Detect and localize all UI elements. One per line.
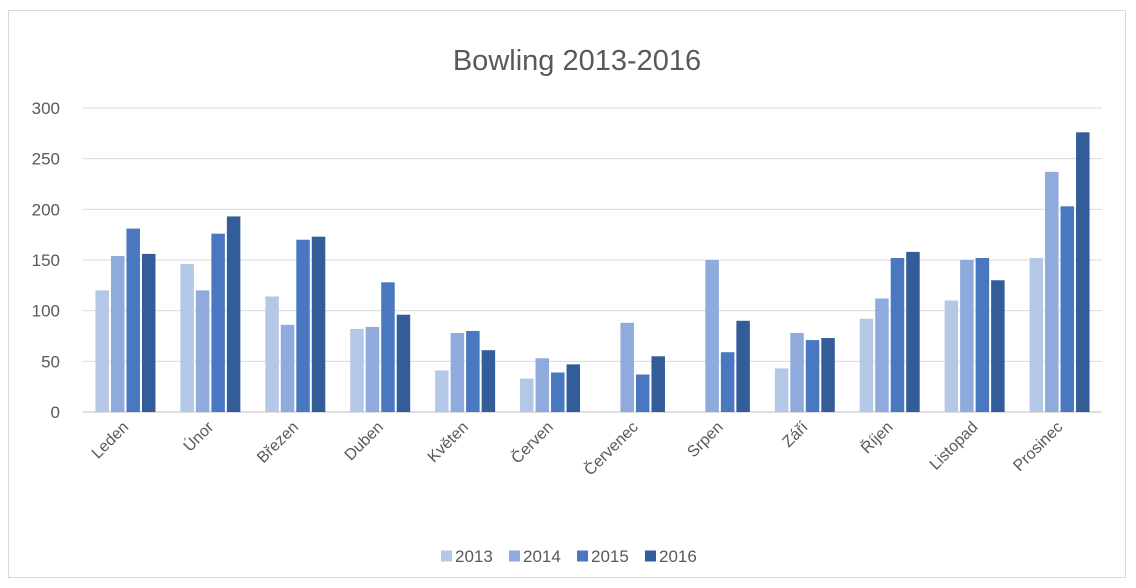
bars	[95, 132, 1090, 412]
y-tick-label: 100	[32, 302, 60, 321]
bar-2013	[859, 318, 874, 412]
bar-2015	[551, 372, 565, 412]
bar-2014	[110, 255, 125, 412]
y-tick-label: 250	[32, 150, 60, 169]
x-tick-label: Červenec	[580, 417, 642, 479]
bar-2014	[450, 332, 465, 412]
bar-2013	[944, 300, 959, 412]
y-axis: 0 50 100 150 200 250 300	[32, 99, 60, 422]
bar-2016	[906, 251, 920, 412]
bar-2013	[265, 296, 279, 412]
gridlines	[83, 107, 1102, 413]
bar-2014	[620, 322, 634, 412]
bar-2013	[774, 368, 789, 412]
legend-label-2013: 2013	[455, 547, 493, 566]
bar-2014	[1045, 171, 1059, 412]
bar-2016	[566, 364, 581, 412]
legend-label-2014: 2014	[523, 547, 561, 566]
bar-2015	[805, 340, 820, 412]
x-tick-label: Duben	[342, 419, 387, 464]
bar-2014	[280, 324, 295, 412]
y-tick-label: 0	[51, 403, 60, 422]
legend-swatch-2014	[509, 550, 520, 562]
bar-2016	[226, 216, 241, 412]
x-tick-label: Únor	[179, 417, 217, 455]
y-tick-label: 200	[32, 200, 60, 219]
y-tick-label: 150	[32, 251, 60, 270]
bar-2016	[1076, 132, 1090, 412]
chart-area	[8, 10, 1126, 578]
bar-2016	[991, 280, 1005, 412]
bar-2013	[1029, 257, 1044, 412]
y-tick-label: 50	[41, 352, 60, 371]
bar-2016	[736, 320, 750, 412]
bar-2015	[381, 282, 395, 412]
x-tick-label: Srpen	[684, 419, 726, 461]
bar-2014	[875, 298, 889, 412]
bar-2016	[311, 236, 326, 412]
bar-2013	[435, 370, 449, 412]
bar-2015	[296, 239, 310, 412]
bar-2013	[520, 378, 534, 412]
bar-2015	[890, 257, 905, 412]
bar-2015	[126, 228, 140, 412]
bar-2015	[975, 257, 990, 412]
bar-2014	[705, 260, 719, 412]
chart-title: Bowling 2013-2016	[453, 45, 701, 77]
bar-2013	[350, 328, 364, 412]
bar-2014	[960, 260, 974, 412]
bar-2013	[180, 264, 194, 412]
bar-2016	[821, 338, 835, 412]
bar-2016	[141, 253, 156, 412]
bar-2016	[396, 314, 411, 412]
legend-swatch-2013	[441, 550, 452, 562]
x-tick-label: Březen	[254, 419, 302, 467]
legend-swatch-2016	[645, 550, 656, 562]
bar-2014	[195, 290, 210, 412]
bar-2014	[365, 326, 380, 412]
x-tick-label: Prosinec	[1010, 419, 1066, 475]
x-tick-label: Květen	[425, 419, 472, 466]
bar-2014	[535, 358, 550, 412]
bar-2014	[790, 332, 804, 412]
x-tick-label: Září	[779, 418, 812, 451]
x-tick-label: Listopad	[927, 419, 982, 474]
x-axis: Leden Únor Březen Duben Květen Červen Červenec…	[89, 417, 1067, 479]
bar-2015	[720, 352, 735, 412]
bar-2015	[635, 374, 650, 412]
legend-swatch-2015	[577, 550, 588, 562]
legend-label-2016: 2016	[659, 547, 697, 566]
x-tick-label: Říjen	[857, 417, 897, 457]
bar-2015	[211, 233, 225, 412]
bar-2015	[1060, 206, 1075, 412]
legend: 2013 2014 2015 2016	[441, 547, 697, 566]
bar-2015	[466, 330, 480, 412]
bar-2016	[481, 350, 496, 412]
x-tick-label: Červen	[507, 417, 557, 467]
y-tick-label: 300	[32, 99, 60, 118]
x-tick-label: Leden	[89, 419, 132, 462]
legend-label-2015: 2015	[591, 547, 629, 566]
bar-2013	[95, 290, 109, 412]
bar-2016	[651, 356, 665, 412]
